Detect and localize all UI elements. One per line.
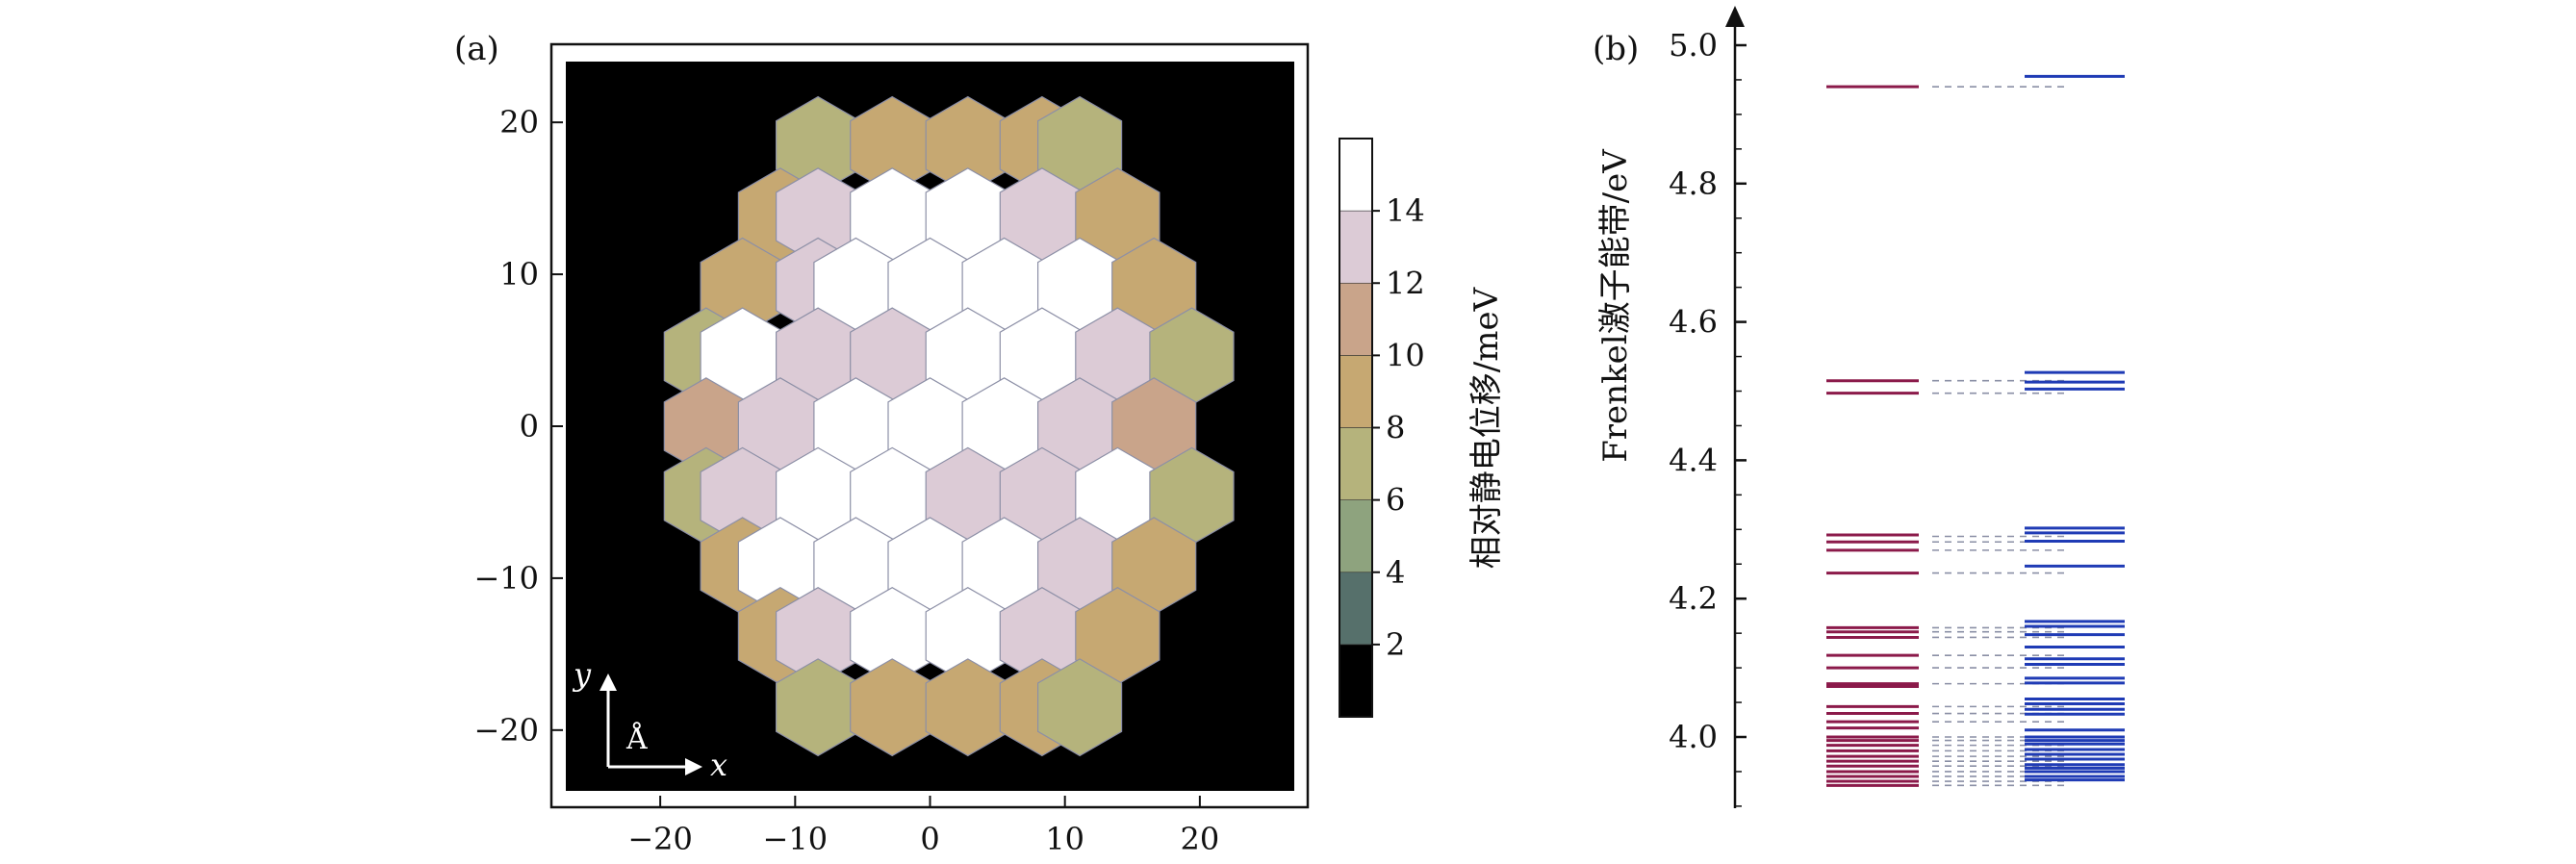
hex-cell — [1036, 658, 1123, 757]
y-arrow-label: y — [572, 656, 592, 693]
y-tick-label: 4.4 — [1669, 442, 1718, 478]
x-axis-ticks: −20 −10 0 10 20 — [627, 796, 1219, 857]
colorbar-tick-label: 8 — [1386, 410, 1405, 446]
x-tick-label: 20 — [1181, 821, 1220, 857]
colorbar-tick-label: 10 — [1386, 337, 1425, 373]
y-tick-label: −20 — [473, 712, 539, 749]
energy-level-panel: 4.0 4.2 4.4 4.6 4.8 5.0 Frenkel激子能带/eV — [1596, 6, 2125, 808]
axis-arrow-inset: y x Å — [572, 656, 727, 783]
colorbar-bin — [1339, 282, 1373, 356]
x-tick-label: −10 — [763, 821, 829, 857]
y-tick-label: −10 — [473, 560, 539, 597]
y-axis-ticks: 4.0 4.2 4.4 4.6 4.8 5.0 — [1669, 27, 1747, 807]
y-tick-label: 4.8 — [1669, 165, 1718, 202]
hex-heatmap-panel: −20 −10 0 10 20 −20 −10 0 10 20 y x Å — [473, 42, 1310, 857]
panel-a-label: (a) — [454, 30, 499, 68]
colorbar-bin — [1339, 210, 1373, 284]
y-axis-label: Frenkel激子能带/eV — [1596, 148, 1635, 463]
colorbar-bin — [1339, 355, 1373, 428]
y-arrow-head — [599, 673, 617, 691]
x-tick-label: 0 — [920, 821, 939, 857]
y-tick-label: 5.0 — [1669, 27, 1718, 64]
colorbar-tick-label: 4 — [1386, 554, 1405, 591]
colorbar-bin — [1339, 427, 1373, 500]
x-tick-label: −20 — [627, 821, 693, 857]
colorbar-tick-label: 12 — [1386, 265, 1425, 301]
x-arrow-head — [685, 758, 702, 775]
y-tick-label: 4.6 — [1669, 304, 1718, 341]
x-tick-label: 10 — [1045, 821, 1084, 857]
colorbar-tick-label: 6 — [1386, 482, 1405, 519]
y-tick-label: 4.2 — [1669, 580, 1718, 617]
colorbar-bin — [1339, 572, 1373, 646]
colorbar-label: 相对静电位移/meV — [1467, 286, 1506, 569]
y-tick-label: 0 — [520, 408, 539, 445]
y-axis-arrowhead — [1725, 6, 1745, 27]
y-axis-ticks: −20 −10 0 10 20 — [473, 104, 563, 749]
colorbar-bin — [1339, 499, 1373, 573]
colorbar-tick-label: 2 — [1386, 626, 1405, 663]
colorbar-bin — [1339, 644, 1373, 718]
colorbar-bins — [1339, 138, 1373, 718]
x-arrow-label: x — [710, 747, 727, 783]
panel-b-label: (b) — [1593, 30, 1639, 68]
y-tick-label: 10 — [499, 256, 539, 292]
colorbar-tick-label: 14 — [1386, 192, 1425, 229]
colorbar-bin — [1339, 138, 1373, 212]
colorbar: 2 4 6 8 10 12 14 相对静电位移/meV — [1339, 138, 1506, 718]
y-tick-label: 4.0 — [1669, 719, 1718, 755]
unit-label: Å — [625, 722, 648, 756]
y-tick-label: 20 — [499, 104, 539, 140]
hex-cells — [663, 95, 1235, 757]
energy-levels — [1826, 74, 2125, 787]
colorbar-ticks: 2 4 6 8 10 12 14 — [1372, 192, 1425, 663]
